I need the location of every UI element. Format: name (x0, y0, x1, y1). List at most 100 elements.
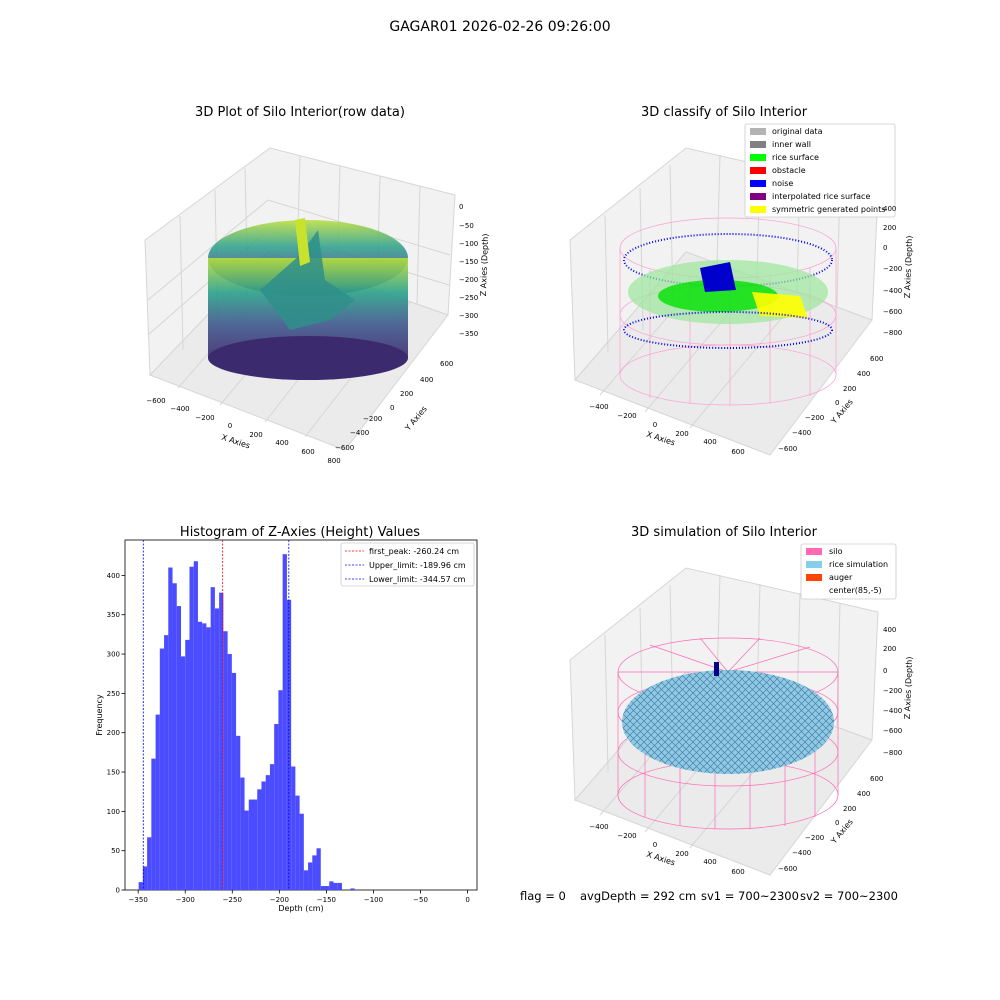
svg-text:400: 400 (703, 858, 716, 866)
simulation-xlabel: X Axies (645, 850, 676, 868)
simulation-z-ticks: 400 200 0 −200 −400 −600 −800 (883, 626, 902, 757)
svg-text:−600: −600 (778, 445, 797, 453)
histogram-bar-13 (193, 561, 198, 890)
classify-zlabel: Z Axies (Depth) (903, 235, 914, 298)
histogram-bar-8 (172, 583, 177, 890)
classify-z-ticks: 400 200 0 −200 −400 −600 −800 (883, 205, 902, 337)
classify-legend: original data inner wall rice surface ob… (744, 123, 896, 218)
histogram-bar-40 (308, 862, 313, 890)
histogram-ytick-label-3: 150 (107, 769, 120, 777)
simulation-panel-title: 3D simulation of Silo Interior (631, 525, 818, 540)
histogram-bar-45 (329, 881, 334, 890)
histogram-bar-50 (350, 888, 355, 890)
svg-text:400: 400 (857, 370, 870, 378)
histogram-bar-21 (227, 654, 232, 890)
legend-label-rice-simulation: rice simulation (829, 560, 888, 569)
legend-label-inner-wall: inner wall (772, 140, 811, 149)
svg-text:400: 400 (420, 376, 433, 384)
legend-swatch-rice-surface (750, 154, 766, 161)
svg-text:−600: −600 (778, 865, 797, 873)
svg-text:400: 400 (857, 790, 870, 798)
sv1-readout: sv1 = 700~2300 (701, 889, 799, 903)
svg-text:400: 400 (883, 205, 896, 213)
svg-text:−400: −400 (883, 287, 902, 295)
histogram-bar-16 (206, 627, 211, 890)
histogram-bar-3 (151, 758, 156, 890)
histogram-bars (138, 554, 355, 890)
svg-text:−400: −400 (792, 429, 811, 437)
histogram-ytick-label-2: 100 (107, 808, 120, 816)
legend-label-symmetric: symmetric generated points (772, 205, 885, 214)
svg-text:−150: −150 (459, 258, 478, 266)
flag-readout: flag = 0 (520, 889, 566, 903)
legend-swatch-symmetric (750, 206, 766, 213)
histogram-bar-31 (269, 764, 275, 890)
histogram-bar-17 (210, 587, 215, 890)
legend-label-auger: auger (829, 573, 853, 582)
svg-text:−400: −400 (883, 707, 902, 715)
raw-zlabel: Z Axies (Depth) (479, 233, 490, 296)
histogram-bar-6 (164, 635, 169, 890)
histogram-bar-28 (257, 789, 262, 890)
histogram-bar-25 (244, 810, 249, 890)
svg-text:−350: −350 (459, 330, 478, 338)
legend-swatch-silo (806, 548, 822, 555)
raw-z-ticks: 0 −50 −100 −150 −200 −250 −300 −350 (459, 203, 478, 338)
svg-text:600: 600 (440, 360, 453, 368)
svg-text:200: 200 (883, 224, 896, 232)
histogram-bar-11 (185, 639, 190, 890)
histogram-bar-5 (159, 648, 165, 890)
legend-label-interpolated: interpolated rice surface (772, 192, 870, 201)
histogram-xtick-label-1: −300 (176, 896, 195, 904)
svg-text:−200: −200 (617, 412, 636, 420)
simulation-x-ticks: −400 −200 0 200 400 600 (589, 823, 744, 876)
histogram-bar-27 (253, 799, 258, 890)
svg-text:−200: −200 (459, 276, 478, 284)
histogram-ytick-label-0: 0 (116, 887, 120, 895)
legend-label-noise: noise (772, 179, 793, 188)
svg-text:−400: −400 (170, 405, 189, 413)
svg-text:0: 0 (835, 819, 839, 827)
legend-swatch-obstacle (750, 167, 766, 174)
raw-y-ticks: 600 400 200 0 −200 −400 −600 (335, 360, 453, 452)
histogram-legend: first_peak: -260.24 cm Upper_limit: -189… (340, 542, 475, 587)
svg-text:−600: −600 (335, 444, 354, 452)
histogram-xtick-label-3: −200 (270, 896, 289, 904)
svg-text:−200: −200 (883, 265, 902, 273)
histogram-y-ticks: 0 50 100 150 200 250 300 350 400 (107, 572, 125, 895)
classify-x-ticks: −400 −200 0 200 400 600 (589, 403, 744, 456)
classify-panel-title: 3D classify of Silo Interior (641, 105, 808, 120)
histogram-bar-20 (223, 631, 228, 890)
histogram-bar-9 (176, 606, 181, 890)
classify-3d-panel: 3D classify of Silo Interior original da… (569, 105, 914, 456)
histogram-bar-37 (295, 795, 300, 890)
svg-text:0: 0 (653, 421, 657, 429)
status-footer: flag = 0 avgDepth = 292 cm sv1 = 700~230… (520, 889, 898, 903)
classify-y-ticks: 600 400 200 0 −200 −400 −600 (778, 355, 883, 453)
svg-text:200: 200 (249, 431, 262, 439)
histogram-title: Histogram of Z-Axies (Height) Values (180, 525, 420, 540)
svg-text:−50: −50 (459, 222, 474, 230)
histogram-xtick-label-5: −100 (364, 896, 383, 904)
svg-text:−200: −200 (883, 687, 902, 695)
svg-text:0: 0 (459, 203, 463, 211)
svg-text:−400: −400 (589, 823, 608, 831)
legend-label-upper-limit: Upper_limit: -189.96 cm (369, 561, 466, 570)
svg-text:600: 600 (870, 355, 883, 363)
raw-3d-panel: 3D Plot of Silo Interior(row data) −600 … (144, 105, 490, 465)
svg-text:−600: −600 (883, 308, 902, 316)
histogram-bar-14 (197, 621, 203, 890)
histogram-xtick-label-7: 0 (465, 896, 469, 904)
avg-depth-readout: avgDepth = 292 cm (580, 889, 696, 903)
svg-text:−200: −200 (805, 414, 824, 422)
svg-text:−400: −400 (792, 849, 811, 857)
legend-label-rice-surface: rice surface (772, 153, 819, 162)
simulation-legend: silo rice simulation auger center(85,-5) (800, 543, 897, 600)
svg-text:600: 600 (731, 448, 744, 456)
classify-pointcloud (623, 233, 833, 349)
svg-text:0: 0 (883, 244, 887, 252)
histogram-ylabel: Frequency (95, 694, 104, 736)
histogram-x-ticks: −350 −300 −250 −200 −150 −100 −50 0 (129, 890, 470, 904)
svg-text:−250: −250 (459, 294, 478, 302)
